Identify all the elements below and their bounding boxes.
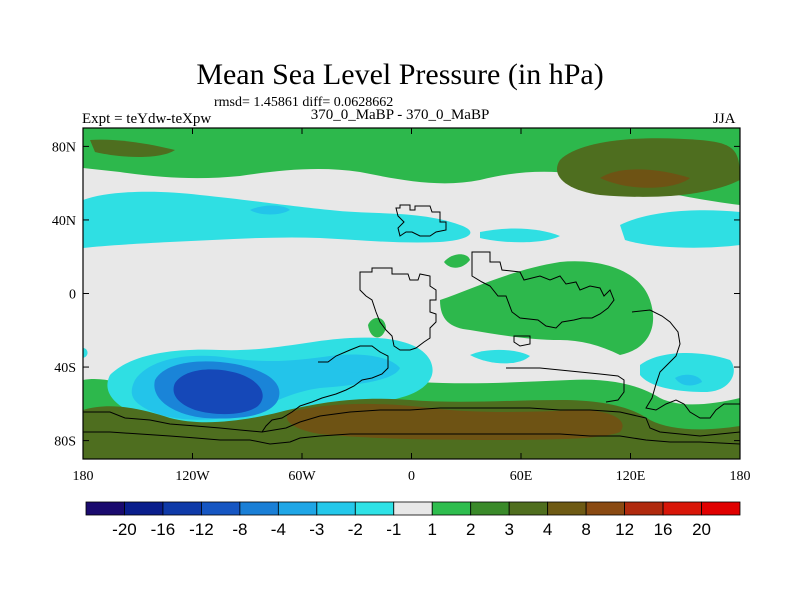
colorbar-swatch — [162, 501, 202, 516]
outline-australia — [513, 335, 531, 347]
lon-tick-label: 120W — [175, 469, 210, 484]
colorbar-label: -16 — [151, 520, 176, 539]
outline-south-america — [261, 345, 389, 433]
outline-asia — [471, 251, 615, 329]
outline-pacific-islands — [631, 309, 740, 419]
field-south-pacific-blue — [675, 374, 702, 386]
field-south-atlantic-blue — [330, 358, 385, 373]
colorbar-swatch — [701, 501, 741, 516]
colorbar-label: 8 — [581, 520, 590, 539]
lat-tick-label: 0 — [69, 288, 76, 303]
field-north-green — [83, 128, 740, 205]
colorbar-swatch — [393, 501, 433, 516]
longitude-axis: 180 120W 60W 0 60E 120E 180 — [73, 128, 751, 484]
colorbar-swatch — [470, 501, 510, 516]
lat-tick-label: 80S — [54, 435, 76, 450]
field-midlat-cyan — [480, 228, 560, 243]
colorbar-swatch — [547, 501, 587, 516]
field-atlantic-green-spot — [368, 317, 386, 338]
field-south-pacific-cyan — [640, 353, 734, 392]
lon-tick-label: 60W — [288, 469, 316, 484]
field-africa-green-spot — [444, 254, 470, 268]
outline-indian-ocean-coast — [506, 367, 625, 403]
field-north-olive-right — [556, 138, 740, 197]
outline-antarctica — [83, 407, 740, 437]
field-north-blue-spot — [250, 205, 290, 215]
colorbar-label: 20 — [692, 520, 711, 539]
field-south-deepblue — [173, 369, 263, 415]
colorbar-label: 1 — [428, 520, 437, 539]
field-south-indian-cyan — [470, 349, 530, 364]
colorbar-swatch — [201, 501, 241, 516]
colorbar-label: -4 — [271, 520, 286, 539]
colorbar-label: -12 — [189, 520, 214, 539]
field-north-cyan — [83, 191, 471, 248]
colorbar-label: -3 — [309, 520, 324, 539]
latitude-axis: 80N 40N 0 40S 80S — [52, 140, 740, 450]
field-asia-cyan — [620, 210, 740, 248]
field-north-brown — [600, 169, 690, 188]
lon-tick-label: 120E — [616, 469, 646, 484]
colorbar-label: -8 — [232, 520, 247, 539]
colorbar-swatch — [239, 501, 279, 516]
outline-europe — [395, 204, 447, 237]
colorbar-swatch — [354, 501, 395, 516]
outline-antarctica-lower — [83, 431, 740, 445]
colorbar-label: 12 — [615, 520, 634, 539]
lon-tick-label: 180 — [73, 469, 94, 484]
field-tropical-green — [440, 261, 654, 355]
stats-label: rmsd= 1.45861 diff= 0.0628662 — [214, 95, 394, 110]
colorbar-label: 3 — [504, 520, 513, 539]
colorbar-label: -1 — [386, 520, 401, 539]
lat-tick-label: 40S — [54, 361, 76, 376]
lon-tick-label: 0 — [408, 469, 415, 484]
experiment-label: Expt = teYdw-teXpw — [82, 111, 212, 127]
colorbar-label: 2 — [466, 520, 475, 539]
colorbar-swatch — [277, 501, 318, 516]
colorbar-swatch — [316, 501, 356, 516]
colorbar-swatch — [624, 501, 664, 516]
colorbar-swatch — [508, 501, 549, 516]
outline-africa — [359, 267, 437, 351]
lat-tick-label: 40N — [52, 214, 76, 229]
colorbar-label: -2 — [348, 520, 363, 539]
colorbar-label: 16 — [654, 520, 673, 539]
season-label: JJA — [713, 111, 736, 127]
colorbar-label: 4 — [543, 520, 552, 539]
colorbar: -20 -16 -12 -8 -4 -3 -2 -1 1 2 3 4 8 12 16 20 — [85, 501, 741, 539]
colorbar-label: -20 — [112, 520, 137, 539]
lon-tick-label: 60E — [510, 469, 533, 484]
colorbar-swatch — [85, 501, 125, 516]
colorbar-swatch — [124, 501, 164, 516]
colorbar-swatch — [585, 501, 625, 516]
colorbar-swatch — [431, 501, 472, 516]
colorbar-swatch — [662, 501, 702, 516]
lat-tick-label: 80N — [52, 140, 76, 155]
field-west-edge-cyan — [83, 348, 88, 358]
plot-title: Mean Sea Level Pressure (in hPa) — [196, 58, 604, 91]
lon-tick-label: 180 — [730, 469, 751, 484]
field-south-brown — [286, 403, 623, 440]
field-north-olive-left — [90, 139, 175, 157]
comparison-label: 370_0_MaBP - 370_0_MaBP — [310, 107, 490, 123]
map-field — [83, 128, 740, 459]
continent-outlines — [83, 204, 740, 445]
